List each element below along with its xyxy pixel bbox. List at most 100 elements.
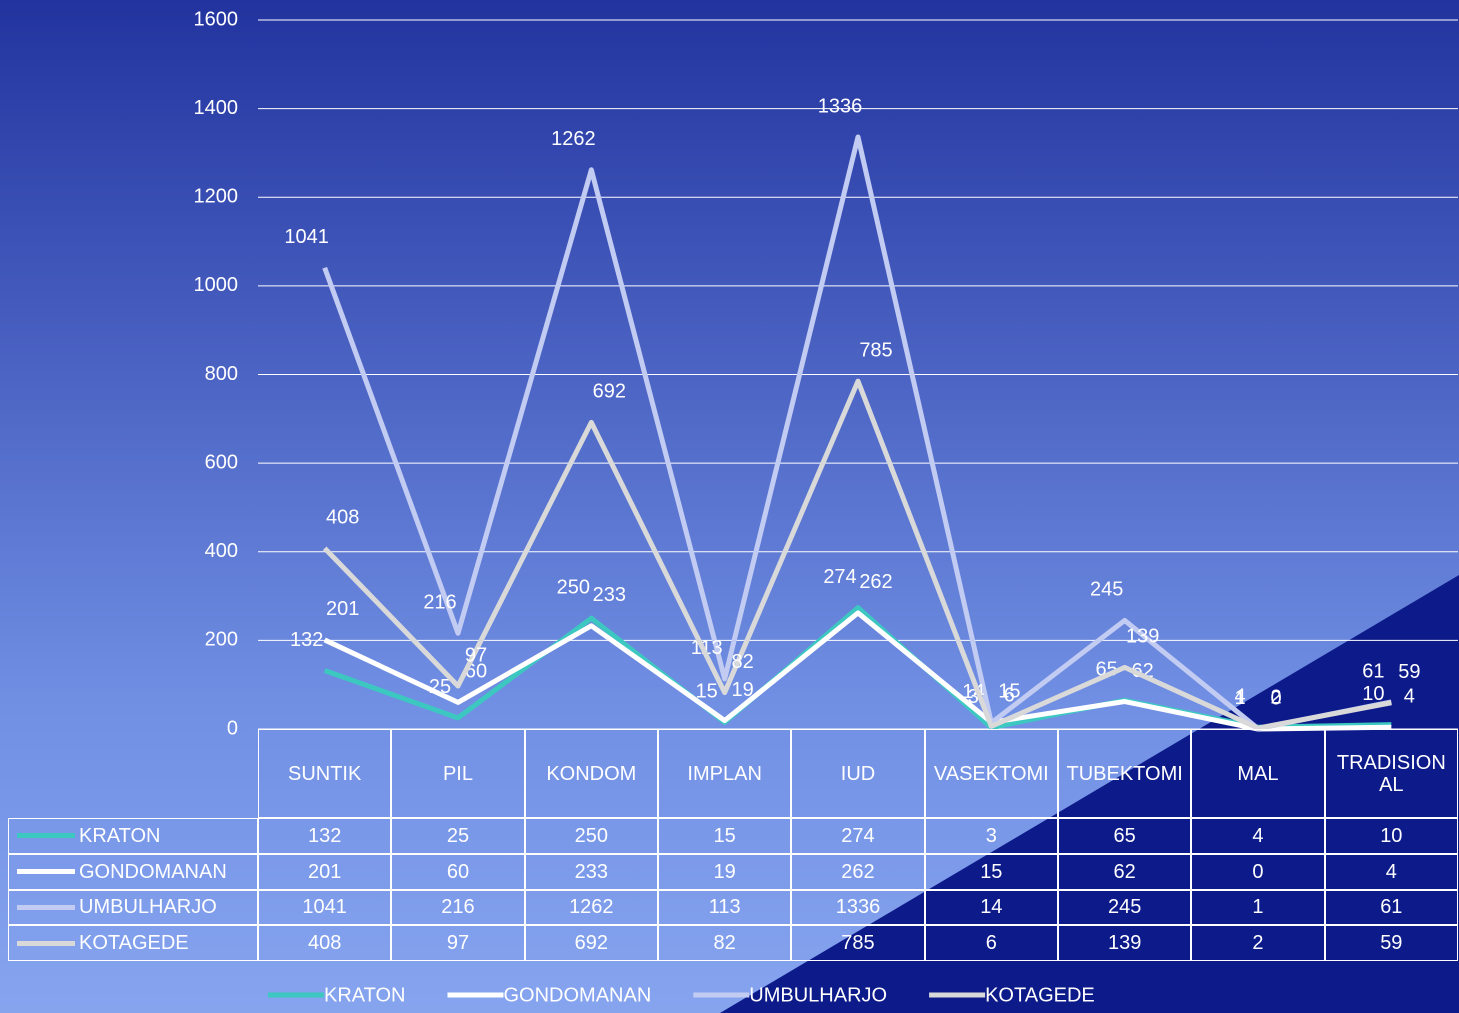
- table-row-label: GONDOMANAN: [8, 853, 258, 890]
- legend-label: GONDOMANAN: [504, 984, 652, 1006]
- table-header: IUD: [791, 729, 925, 818]
- data-label: 201: [326, 598, 359, 620]
- y-tick-label: 1400: [194, 97, 239, 119]
- data-label: 19: [732, 679, 754, 701]
- data-label: 785: [859, 339, 892, 361]
- data-label: 262: [859, 571, 892, 593]
- data-label: 15: [998, 681, 1020, 703]
- data-label: 1041: [284, 226, 329, 248]
- data-label: 245: [1090, 579, 1123, 601]
- table-cell: 60: [391, 853, 525, 890]
- table-cell: 10: [1324, 818, 1458, 854]
- table-cell: 4: [1191, 818, 1325, 854]
- table-cell: 245: [1058, 889, 1192, 926]
- data-label: 4: [1234, 686, 1245, 708]
- data-label: 97: [465, 644, 487, 666]
- table-header: SUNTIK: [258, 729, 392, 818]
- table-cell: 692: [524, 925, 658, 961]
- table-header: TUBEKTOMI: [1058, 729, 1192, 818]
- series-name: GONDOMANAN: [79, 860, 227, 883]
- series-line: [322, 378, 1392, 731]
- table-cell: 1336: [791, 889, 925, 926]
- series-name: UMBULHARJO: [79, 896, 217, 919]
- data-label: 408: [326, 506, 359, 528]
- table-cell: 1041: [258, 889, 392, 926]
- y-tick-label: 1200: [194, 186, 239, 208]
- table-cell: 61: [1324, 889, 1458, 926]
- table-cell: 15: [924, 853, 1058, 890]
- data-label: 692: [593, 381, 626, 403]
- data-label: 1262: [551, 128, 596, 150]
- table-cell: 65: [1058, 818, 1192, 854]
- table-cell: 132: [258, 818, 392, 854]
- table-cell: 6: [924, 925, 1058, 961]
- table-cell: 59: [1324, 925, 1458, 961]
- table-cell: 113: [658, 889, 792, 926]
- table-cell: 62: [1058, 853, 1192, 890]
- data-label: 216: [423, 592, 456, 614]
- y-tick-label: 200: [205, 629, 238, 651]
- table-cell: 233: [524, 853, 658, 890]
- legend-swatch: [17, 904, 75, 910]
- series-name: KOTAGEDE: [79, 932, 189, 955]
- series-name: KRATON: [79, 824, 161, 847]
- table-cell: 19: [658, 853, 792, 890]
- data-label: 6: [1004, 685, 1015, 707]
- data-label: 0: [1270, 687, 1281, 709]
- y-tick-label: 1000: [194, 274, 239, 296]
- table-cell: 25: [391, 818, 525, 854]
- data-label: 139: [1126, 626, 1159, 648]
- table-cell: 14: [924, 889, 1058, 926]
- legend-swatch: [17, 940, 75, 946]
- table-header: KONDOM: [524, 729, 658, 818]
- legend-label: KOTAGEDE: [985, 984, 1095, 1006]
- table-cell: 274: [791, 818, 925, 854]
- data-label: 3: [968, 686, 979, 708]
- table-cell: 4: [1324, 853, 1458, 890]
- y-tick-label: 0: [227, 717, 238, 739]
- y-tick-label: 800: [205, 363, 238, 385]
- table-cell: 82: [658, 925, 792, 961]
- table-row-label: KRATON: [8, 818, 258, 854]
- table-row-label: KOTAGEDE: [8, 925, 258, 961]
- table-cell: 1: [1191, 889, 1325, 926]
- table-cell: 2: [1191, 925, 1325, 961]
- table-cell: 1262: [524, 889, 658, 926]
- data-label: 132: [290, 629, 323, 651]
- y-tick-label: 600: [205, 451, 238, 473]
- legend-label: UMBULHARJO: [749, 984, 887, 1006]
- data-label: 2: [1270, 686, 1281, 708]
- data-label: 15: [696, 681, 718, 703]
- table-cell: 250: [524, 818, 658, 854]
- data-label: 274: [823, 566, 856, 588]
- table-header: VASEKTOMI: [924, 729, 1058, 818]
- legend-label: KRATON: [324, 984, 406, 1006]
- table-cell: 785: [791, 925, 925, 961]
- data-label: 10: [1362, 683, 1384, 705]
- table-cell: 408: [258, 925, 392, 961]
- series-line: [323, 610, 1392, 732]
- data-label: 1336: [818, 95, 863, 117]
- data-label: 4: [1404, 686, 1415, 708]
- legend-swatch: [17, 833, 75, 839]
- legend-swatch: [17, 869, 75, 875]
- data-label: 82: [732, 651, 754, 673]
- table-cell: 15: [658, 818, 792, 854]
- table-cell: 262: [791, 853, 925, 890]
- table-cell: 3: [924, 818, 1058, 854]
- y-tick-label: 1600: [194, 8, 239, 30]
- data-label: 59: [1398, 661, 1420, 683]
- table-cell: 201: [258, 853, 392, 890]
- data-label: 233: [593, 584, 626, 606]
- table-cell: 139: [1058, 925, 1192, 961]
- y-tick-label: 400: [205, 540, 238, 562]
- table-header: IMPLAN: [658, 729, 792, 818]
- table-header: PIL: [391, 729, 525, 818]
- data-label: 1: [1234, 687, 1245, 709]
- data-label: 250: [557, 577, 590, 599]
- data-label: 61: [1362, 660, 1384, 682]
- table-cell: 97: [391, 925, 525, 961]
- table-cell: 0: [1191, 853, 1325, 890]
- table-row-label: UMBULHARJO: [8, 889, 258, 926]
- table-header: TRADISIONAL: [1324, 729, 1458, 818]
